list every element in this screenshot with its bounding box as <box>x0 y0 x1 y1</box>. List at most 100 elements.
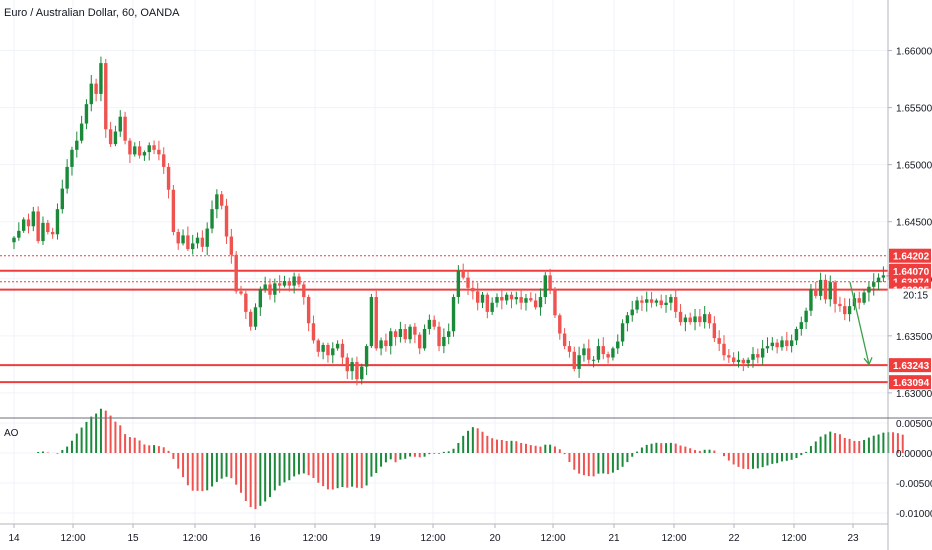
candle-body <box>316 340 320 352</box>
time-tick-label: 20 <box>489 533 501 544</box>
candle-body <box>113 131 118 145</box>
candle-body <box>104 63 108 130</box>
candle-body <box>118 116 122 132</box>
candle-body <box>640 300 644 303</box>
candle-body <box>171 189 176 232</box>
price-tick-label: 1.63000 <box>896 389 932 400</box>
candle-body <box>683 317 688 323</box>
candle-body <box>99 63 103 94</box>
candle-body <box>809 289 813 311</box>
candle-body <box>712 323 717 339</box>
candle-body <box>504 294 509 301</box>
candle-body <box>533 300 538 308</box>
time-tick-label: 12:00 <box>182 533 207 544</box>
price-axis[interactable]: 1.660001.655001.650001.645001.640001.635… <box>888 47 932 400</box>
candle-body <box>659 300 663 306</box>
level-tag <box>889 375 931 390</box>
candle-body <box>205 228 209 247</box>
candle-body <box>364 346 369 367</box>
candle-body <box>350 362 354 372</box>
candle-body <box>41 222 45 242</box>
candle-body <box>867 286 871 293</box>
time-tick-label: 19 <box>369 533 381 544</box>
candle-body <box>65 166 69 189</box>
candle-body <box>538 297 543 308</box>
candle-body <box>756 354 760 358</box>
candle-body <box>717 338 721 344</box>
candle-body <box>688 317 692 323</box>
candle-body <box>674 297 678 312</box>
candle-body <box>403 328 407 340</box>
level-tag <box>889 248 931 263</box>
candle-body <box>89 83 93 105</box>
price-tags: 1.642021.640701.639741.639051.632431.630… <box>889 248 931 390</box>
candle-body <box>553 289 557 316</box>
candle-body <box>108 129 113 145</box>
price-tick-label: 1.63500 <box>896 332 932 343</box>
candle-body <box>369 297 374 347</box>
candle-body <box>611 348 615 358</box>
candle-body <box>31 211 36 227</box>
candle-body <box>229 236 234 255</box>
candle-body <box>833 282 837 304</box>
candle-body <box>814 289 818 296</box>
candle-body <box>195 237 200 244</box>
candle-body <box>461 270 465 278</box>
candle-body <box>244 293 248 312</box>
candle-body <box>601 346 605 355</box>
candle-body <box>649 299 654 303</box>
level-tag-label: 1.64202 <box>893 252 930 263</box>
candle-body <box>437 326 441 347</box>
candle-body <box>384 340 388 347</box>
candle-body <box>50 231 55 235</box>
candle-body <box>616 341 620 349</box>
candle-body <box>645 299 649 303</box>
candle-body <box>495 297 499 303</box>
candle-body <box>500 297 504 301</box>
candle-body <box>765 346 770 349</box>
candle-body <box>620 323 625 342</box>
candle-body <box>389 331 393 347</box>
horizontal-levels[interactable] <box>0 255 888 384</box>
candle-body <box>21 219 26 231</box>
level-tag-label: 1.63243 <box>893 361 930 372</box>
price-tick-label: 1.65000 <box>896 161 932 172</box>
time-tick-label: 22 <box>728 533 740 544</box>
candle-body <box>722 343 726 356</box>
candle-body <box>162 154 166 167</box>
candle-body <box>567 346 572 352</box>
time-axis[interactable]: 14 12:00 15 12:00 16 12:00 19 12:00 20 12:00 21 12:… <box>8 524 859 544</box>
candle-body <box>591 359 596 361</box>
candle-body <box>26 219 31 227</box>
candle-body <box>427 319 432 329</box>
candle-body <box>176 231 180 244</box>
candle-body <box>447 331 451 337</box>
candle-body <box>94 83 98 94</box>
arrow-shaft <box>849 282 870 365</box>
candle-body <box>490 302 494 312</box>
candle-body <box>60 188 64 210</box>
candle-body <box>514 297 519 300</box>
ao-histogram <box>37 408 904 510</box>
candle-body <box>79 123 84 141</box>
candle-body <box>413 326 417 335</box>
candle-body <box>572 351 576 369</box>
candle-body <box>137 146 142 156</box>
candle-body <box>311 323 316 341</box>
candle-body <box>273 283 277 295</box>
candle-body <box>253 307 258 327</box>
candle-body <box>480 294 485 303</box>
candle-body <box>562 333 567 347</box>
projection-arrow[interactable] <box>849 282 873 366</box>
candle-body <box>181 235 185 244</box>
candle-body <box>843 306 847 315</box>
time-tick-label: 23 <box>847 533 859 544</box>
countdown-label: 20:15 <box>903 291 928 302</box>
candle-body <box>630 309 634 316</box>
candle-body <box>529 298 533 301</box>
candle-body <box>471 287 475 292</box>
time-tick-label: 14 <box>8 533 20 544</box>
candle-body <box>519 297 523 303</box>
time-tick-label: 12:00 <box>781 533 806 544</box>
